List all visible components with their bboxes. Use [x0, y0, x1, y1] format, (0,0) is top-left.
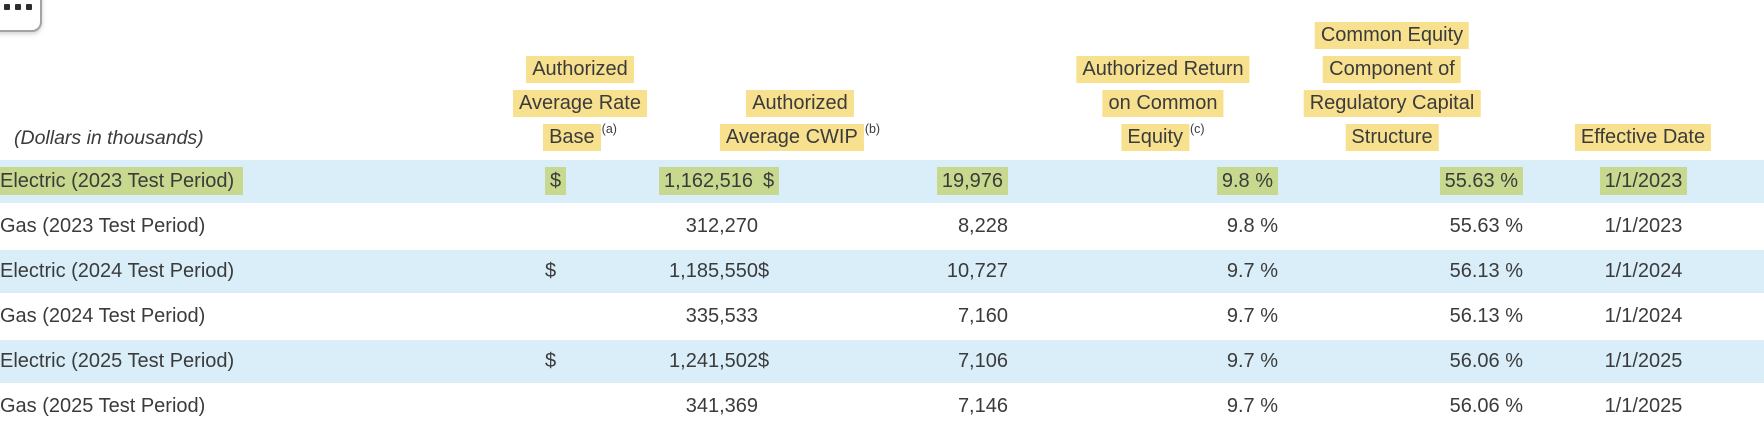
- column-header-return-on-equity: Authorized Return on Common Equity (c): [1076, 52, 1250, 154]
- effective-date-cell: 1/1/2025: [1604, 395, 1683, 417]
- header-highlight: Structure: [1345, 123, 1439, 151]
- currency-cell: [545, 294, 580, 339]
- effective-date-cell: 1/1/2025: [1523, 338, 1764, 385]
- currency-cell: [758, 204, 803, 249]
- header-highlight: Authorized: [746, 89, 854, 117]
- return-on-equity-cell: 9.7 %: [1226, 305, 1278, 327]
- effective-date-cell: 1/1/2023: [1523, 158, 1764, 205]
- header-highlight: Common Equity: [1314, 21, 1470, 49]
- currency-cell: [758, 294, 803, 339]
- table-row-electric-2025: Electric (2025 Test Period) $ 1,241,502 …: [0, 338, 1764, 385]
- currency-cell: $: [758, 248, 803, 295]
- equity-component-cell: 55.63 %: [1278, 158, 1523, 205]
- table-row-gas-2024: Gas (2024 Test Period) 335,533 7,160 9.7…: [0, 294, 1764, 339]
- currency-cell: $: [545, 158, 580, 205]
- currency-cell: [545, 204, 580, 249]
- rate-base-cell: 1,241,502: [580, 338, 758, 385]
- ellipsis-dot: [4, 4, 10, 10]
- ellipsis-icon: [4, 4, 32, 10]
- rate-base-cell: 1,185,550: [580, 248, 758, 295]
- cwip-cell: 7,160: [957, 305, 1008, 327]
- header-highlight: Average Rate: [513, 89, 647, 117]
- row-label-cell: Gas (2025 Test Period): [0, 395, 206, 417]
- table-caption: (Dollars in thousands): [14, 127, 204, 149]
- cwip-cell: 10,727: [803, 248, 1008, 295]
- rate-base-cell: 335,533: [685, 305, 758, 327]
- currency-cell: [545, 384, 580, 428]
- table-row-electric-2023: Electric (2023 Test Period) $ 1,162,516 …: [0, 158, 1764, 205]
- rate-base-table: Electric (2023 Test Period) $ 1,162,516 …: [0, 158, 1764, 428]
- ellipsis-dot: [26, 4, 32, 10]
- footnote-marker-c: (c): [1190, 122, 1205, 136]
- search-highlight: 1/1/2023: [1599, 167, 1688, 195]
- table-row-electric-2024: Electric (2024 Test Period) $ 1,185,550 …: [0, 248, 1764, 295]
- row-label-cell: Electric (2025 Test Period): [0, 338, 545, 385]
- more-options-button[interactable]: [0, 0, 42, 32]
- ellipsis-dot: [15, 4, 21, 10]
- row-label-cell: Electric (2024 Test Period): [0, 248, 545, 295]
- rate-base-cell: 312,270: [685, 215, 758, 237]
- effective-date-cell: 1/1/2023: [1604, 215, 1683, 237]
- row-label-cell: Electric (2023 Test Period): [0, 158, 545, 205]
- cwip-cell: 7,146: [957, 395, 1008, 417]
- column-header-rate-base: Authorized Average Rate Base (a): [513, 52, 647, 154]
- row-label-cell: Gas (2023 Test Period): [0, 215, 206, 237]
- rate-base-cell: 1,162,516: [580, 158, 758, 205]
- cwip-cell: 8,228: [957, 215, 1008, 237]
- column-header-effective-date: Effective Date: [1574, 120, 1712, 154]
- header-highlight: Component of: [1323, 55, 1461, 83]
- search-highlight: 19,976: [936, 167, 1008, 195]
- equity-component-cell: 56.13 %: [1278, 248, 1523, 295]
- return-on-equity-cell: 9.8 %: [1226, 215, 1278, 237]
- search-highlight: 1,162,516: [659, 167, 758, 195]
- header-highlight: Equity: [1121, 123, 1190, 151]
- table-row-gas-2023: Gas (2023 Test Period) 312,270 8,228 9.8…: [0, 204, 1764, 249]
- effective-date-cell: 1/1/2024: [1604, 305, 1683, 327]
- row-label-cell: Gas (2024 Test Period): [0, 305, 206, 327]
- return-on-equity-cell: 9.7 %: [1008, 338, 1278, 385]
- currency-cell: $: [545, 248, 580, 295]
- equity-component-cell: 56.06 %: [1278, 338, 1523, 385]
- currency-cell: $: [758, 338, 803, 385]
- footnote-marker-a: (a): [601, 122, 617, 136]
- effective-date-cell: 1/1/2024: [1523, 248, 1764, 295]
- return-on-equity-cell: 9.7 %: [1226, 395, 1278, 417]
- column-header-equity-component: Common Equity Component of Regulatory Ca…: [1303, 18, 1481, 154]
- rate-base-cell: 341,369: [685, 395, 758, 417]
- equity-component-cell: 56.13 %: [1449, 305, 1523, 327]
- footnote-marker-b: (b): [864, 122, 881, 136]
- search-highlight: Electric (2023 Test Period): [0, 167, 244, 195]
- table-header-band: (Dollars in thousands) Authorized Averag…: [0, 0, 1764, 158]
- header-highlight: Regulatory Capital: [1303, 89, 1481, 117]
- header-highlight: Authorized: [526, 55, 634, 83]
- currency-cell: $: [758, 158, 803, 205]
- table-row-gas-2025: Gas (2025 Test Period) 341,369 7,146 9.7…: [0, 384, 1764, 428]
- header-highlight: Average CWIP: [719, 123, 864, 151]
- currency-cell: [758, 384, 803, 428]
- currency-cell: $: [545, 338, 580, 385]
- header-highlight: Base: [543, 123, 601, 151]
- return-on-equity-cell: 9.8 %: [1008, 158, 1278, 205]
- header-highlight: Authorized Return: [1076, 55, 1250, 83]
- equity-component-cell: 56.06 %: [1449, 395, 1523, 417]
- column-header-cwip: Authorized Average CWIP (b): [719, 86, 881, 154]
- search-highlight: 9.8 %: [1216, 167, 1278, 195]
- cwip-cell: 7,106: [803, 338, 1008, 385]
- search-highlight: 55.63 %: [1439, 167, 1523, 195]
- header-highlight: Effective Date: [1574, 123, 1712, 151]
- cwip-cell: 19,976: [803, 158, 1008, 205]
- header-highlight: on Common: [1102, 89, 1224, 117]
- equity-component-cell: 55.63 %: [1449, 215, 1523, 237]
- return-on-equity-cell: 9.7 %: [1008, 248, 1278, 295]
